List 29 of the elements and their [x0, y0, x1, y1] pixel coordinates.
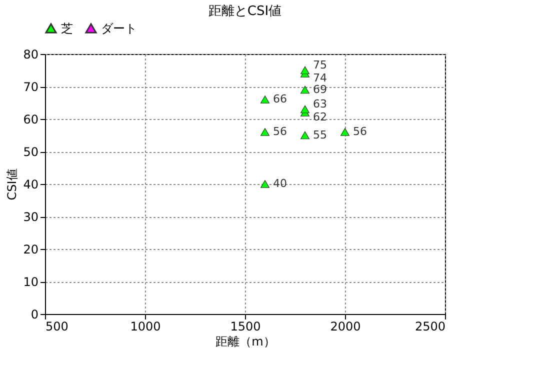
y-tick-label: 50	[23, 145, 38, 159]
data-label: 63	[313, 97, 327, 110]
y-tick-label: 60	[23, 112, 38, 126]
data-label: 74	[313, 72, 327, 84]
y-tick-label: 40	[23, 178, 38, 192]
data-label: 66	[273, 92, 287, 106]
y-axis-title: CSI値	[5, 168, 20, 200]
y-tick-label: 30	[23, 210, 38, 224]
legend-label: ダート	[101, 21, 137, 36]
data-label: 55	[313, 128, 327, 142]
x-tick-label: 1000	[130, 320, 161, 334]
data-label: 56	[273, 125, 287, 138]
x-tick-label: 2000	[330, 320, 361, 334]
y-tick-label: 70	[23, 80, 38, 94]
y-tick-label: 80	[23, 48, 38, 62]
data-label: 69	[313, 82, 327, 96]
legend-label: 芝	[61, 21, 73, 36]
x-tick-label: 1500	[230, 320, 261, 334]
y-tick-label: 20	[23, 242, 38, 256]
x-axis-title: 距離（m）	[216, 334, 276, 348]
chart-title: 距離とCSI値	[208, 4, 282, 19]
data-label: 75	[313, 58, 327, 72]
data-label: 40	[273, 177, 287, 190]
y-tick-label: 10	[23, 275, 38, 289]
y-tick-label: 0	[30, 308, 38, 322]
x-tick-label: 2500	[414, 320, 446, 334]
data-label: 56	[353, 125, 367, 138]
data-label: 62	[313, 110, 327, 124]
x-tick-label: 500	[46, 320, 68, 334]
